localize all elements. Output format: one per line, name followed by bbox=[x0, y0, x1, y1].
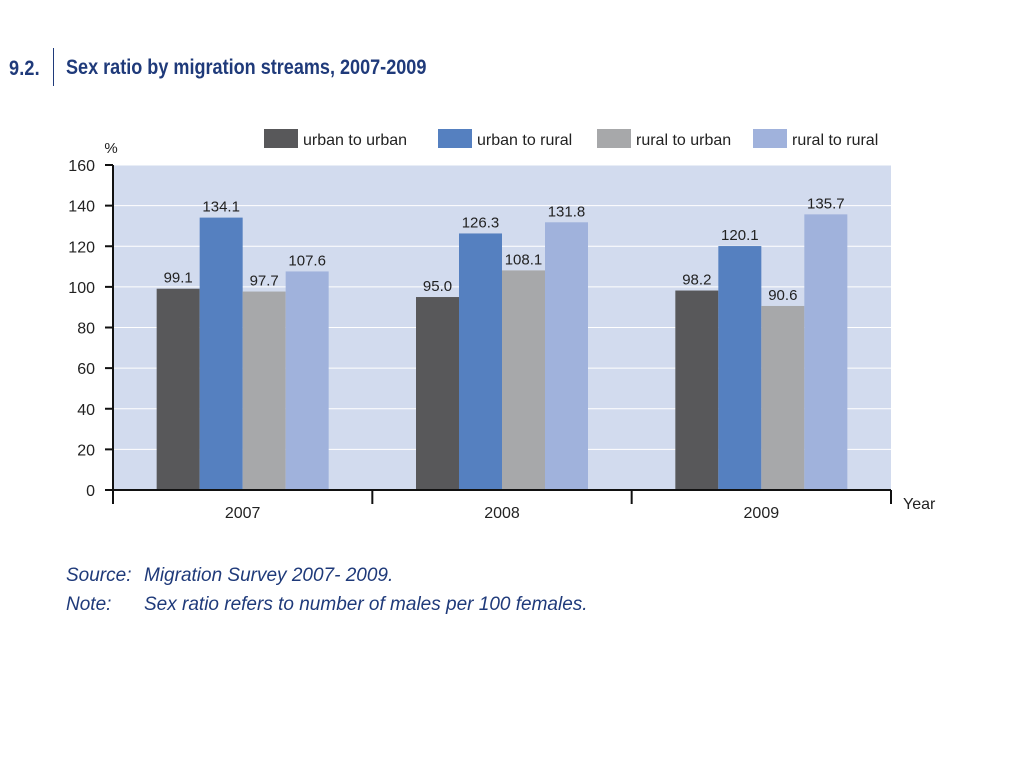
legend-label: rural to rural bbox=[792, 132, 878, 149]
legend-swatch bbox=[438, 129, 472, 148]
y-axis-label: % bbox=[104, 140, 117, 157]
data-label: 120.1 bbox=[721, 227, 759, 244]
figure-title-text: Sex ratio by migration streams, 2007-200… bbox=[66, 56, 427, 79]
source-text: Migration Survey 2007- 2009. bbox=[144, 565, 394, 586]
note-text: Sex ratio refers to number of males per … bbox=[144, 594, 588, 615]
figure-title: 9.2. Sex ratio by migration streams, 200… bbox=[9, 48, 426, 86]
bar bbox=[502, 270, 545, 490]
x-tick-label: 2007 bbox=[225, 505, 261, 522]
legend-swatch bbox=[753, 129, 787, 148]
legend-swatch bbox=[597, 129, 631, 148]
y-tick-label: 40 bbox=[77, 402, 95, 419]
data-label: 135.7 bbox=[807, 195, 845, 212]
chart-notes: Source: Migration Survey 2007- 2009. Not… bbox=[66, 561, 588, 619]
data-label: 107.6 bbox=[288, 252, 326, 269]
x-tick-label: 2009 bbox=[744, 505, 780, 522]
note-label: Note: bbox=[66, 594, 112, 615]
y-tick-label: 140 bbox=[68, 199, 95, 216]
legend-label: urban to rural bbox=[477, 132, 572, 149]
bar bbox=[675, 290, 719, 490]
data-label: 134.1 bbox=[202, 199, 240, 216]
bar bbox=[545, 222, 588, 490]
bar bbox=[156, 288, 200, 490]
y-tick-label: 80 bbox=[77, 321, 95, 338]
source-label: Source: bbox=[66, 565, 132, 586]
x-axis-label: Year bbox=[903, 496, 936, 513]
data-label: 131.8 bbox=[548, 203, 586, 220]
data-label: 108.1 bbox=[505, 251, 543, 268]
figure-number: 9.2. bbox=[9, 57, 40, 80]
data-label: 97.7 bbox=[250, 273, 279, 290]
x-tick-label: 2008 bbox=[484, 505, 520, 522]
data-label: 90.6 bbox=[768, 287, 797, 304]
data-label: 95.0 bbox=[423, 278, 452, 295]
bar bbox=[285, 271, 329, 490]
data-label: 99.1 bbox=[164, 270, 193, 287]
y-tick-label: 20 bbox=[77, 442, 95, 459]
y-tick-label: 100 bbox=[68, 280, 95, 297]
y-tick-label: 120 bbox=[68, 239, 95, 256]
y-tick-label: 60 bbox=[77, 361, 95, 378]
bar bbox=[459, 233, 502, 490]
bar bbox=[804, 214, 848, 490]
legend-label: rural to urban bbox=[636, 132, 731, 149]
bar bbox=[718, 246, 762, 490]
source-line: Source: Migration Survey 2007- 2009. bbox=[66, 561, 588, 590]
bar bbox=[761, 305, 805, 490]
title-separator bbox=[53, 48, 54, 86]
bar bbox=[199, 217, 243, 490]
bar bbox=[416, 297, 459, 490]
data-label: 98.2 bbox=[682, 272, 711, 289]
legend-label: urban to urban bbox=[303, 132, 407, 149]
legend-swatch bbox=[264, 129, 298, 148]
bar bbox=[242, 291, 286, 490]
data-label: 126.3 bbox=[462, 214, 500, 231]
y-tick-label: 160 bbox=[68, 158, 95, 175]
note-line: Note: Sex ratio refers to number of male… bbox=[66, 590, 588, 619]
y-tick-label: 0 bbox=[86, 483, 95, 500]
